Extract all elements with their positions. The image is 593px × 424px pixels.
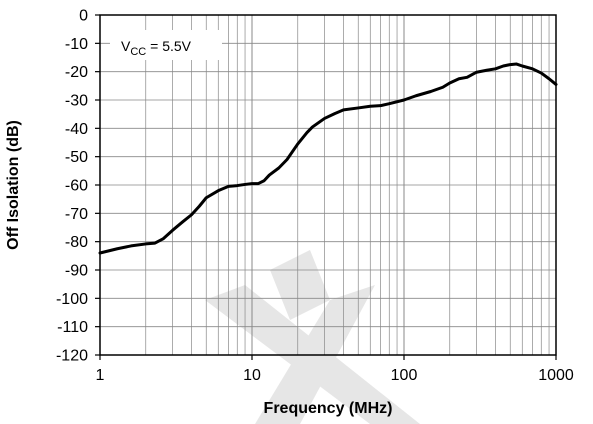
- x-axis: 1 10 100 1000: [96, 355, 574, 384]
- y-tick-label: -90: [65, 263, 88, 280]
- y-tick-label: -120: [56, 348, 88, 365]
- annotation-box: [110, 30, 222, 60]
- x-tick-label: 100: [391, 367, 418, 384]
- x-tick-label: 1: [96, 367, 105, 384]
- y-tick-label: -10: [65, 36, 88, 53]
- y-tick-label: -30: [65, 93, 88, 110]
- y-tick-label: 0: [79, 8, 88, 25]
- annotation-suffix: = 5.5V: [146, 38, 191, 54]
- y-tick-label: -50: [65, 149, 88, 166]
- watermark-stroke-3: [270, 250, 330, 320]
- y-tick-label: -20: [65, 64, 88, 81]
- y-tick-label: -80: [65, 234, 88, 251]
- x-tick-label: 1000: [538, 367, 574, 384]
- annotation-subscript: CC: [130, 46, 146, 58]
- y-tick-label: -60: [65, 178, 88, 195]
- x-axis-title: Frequency (MHz): [264, 400, 393, 417]
- annotation-prefix: V: [121, 38, 131, 54]
- y-tick-label: -40: [65, 121, 88, 138]
- y-axis: 0 -10 -20 -30 -40 -50 -60 -70 -80 -90 -100 -110 -120: [56, 8, 100, 365]
- series-line: [98, 62, 558, 255]
- y-tick-label: -70: [65, 206, 88, 223]
- x-tick-label: 10: [243, 367, 261, 384]
- plot-frame: [99, 14, 557, 356]
- y-tick-label: -100: [56, 291, 88, 308]
- annotation-vcc: VCC = 5.5V: [121, 38, 192, 58]
- y-tick-label: -110: [57, 319, 88, 336]
- y-axis-title: Off Isolation (dB): [5, 120, 22, 250]
